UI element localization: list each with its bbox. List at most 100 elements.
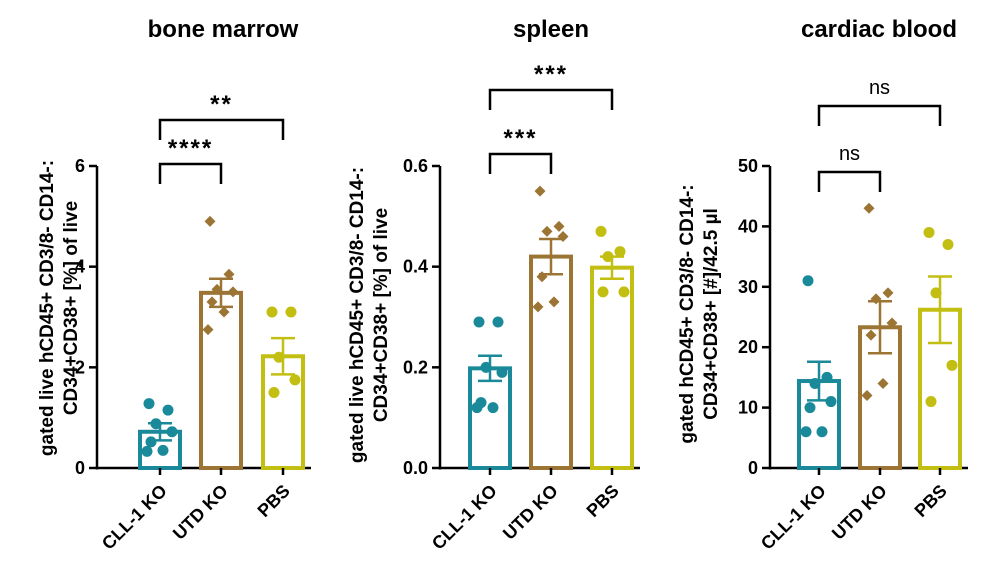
bar-utd-ko [199,290,243,470]
significance-label: *** [503,125,537,152]
data-point [473,316,485,328]
data-point [157,444,169,456]
data-point [532,301,544,313]
data-point [930,287,942,299]
data-point [487,402,499,414]
y-tick-label: 4 [75,257,85,277]
data-point [802,275,814,287]
y-tick-label: 0.6 [403,156,428,176]
data-point [602,251,614,263]
data-point [946,359,958,371]
y-axis-label-line-1: gated live hCD45+ CD3/8- CD14-: [37,160,58,456]
x-tick-label: CLL-1 KO [98,481,171,554]
data-point [595,225,607,237]
data-point [145,436,157,448]
data-point [223,268,235,280]
y-tick-label: 0.0 [403,458,428,478]
x-tick-label: PBS [254,481,294,521]
data-point [925,396,937,408]
y-tick-label: 0 [748,458,758,478]
y-axis-label-line-2: CD34+CD38+ [%] of live [371,208,392,422]
x-tick-label: UTD KO [828,481,891,544]
data-point [218,306,230,318]
data-point [809,377,821,389]
bar-utd-ko [529,254,573,470]
y-tick-label: 6 [75,156,85,176]
data-point [266,306,278,318]
data-point [870,293,882,305]
data-point [143,398,155,410]
data-point [285,306,297,318]
significance-label: ** [210,91,233,118]
panel-cardiac-blood: cardiac blood gated hCD45+ CD3/8- CD14-:… [677,16,968,554]
significance-bracket [158,118,285,140]
chart-title: spleen [513,16,589,43]
x-tick-label: PBS [911,481,951,521]
data-point [534,185,546,197]
y-tick-label: 0.2 [403,357,428,377]
data-point [825,396,837,408]
bar-pbs [590,265,634,470]
data-point [204,215,216,227]
y-tick-label: 2 [75,357,85,377]
data-point [821,371,833,383]
data-point [816,426,828,438]
data-point [166,426,178,438]
data-point [268,387,280,398]
significance-bracket [817,104,942,126]
data-point [553,220,565,232]
data-point [273,351,285,363]
significance-label: ns [869,77,890,99]
data-point [804,402,816,414]
x-tick-label: CLL-1 KO [757,481,830,554]
x-tick-label: CLL-1 KO [428,481,501,554]
data-point [141,445,153,457]
y-tick-label: 40 [738,216,758,236]
data-point [150,418,162,430]
panel-spleen: spleen gated live hCD45+ CD3/8- CD14-: C… [347,16,640,554]
data-point [202,324,214,336]
significance-bracket [158,162,223,184]
bar-cll-1-ko [468,366,512,470]
y-axis-label-line-2: CD34+CD38+ [%] of live [61,201,82,415]
y-axis-label-line-1: gated live hCD45+ CD3/8- CD14-: [347,167,368,463]
y-tick-label: 50 [738,156,758,176]
data-point [206,296,218,308]
data-point [548,296,560,308]
y-tick-label: 10 [738,398,758,418]
x-tick-label: UTD KO [499,481,562,544]
data-point [289,374,301,386]
y-axis-label-line-1: gated hCD45+ CD3/8- CD14-: [677,184,698,443]
significance-label: *** [534,61,568,88]
significance-bracket [488,88,614,110]
data-point [227,286,239,298]
data-point [800,426,812,438]
data-point [480,361,492,373]
data-point [492,316,504,328]
data-point [863,202,875,214]
data-point [886,317,898,329]
x-tick-label: UTD KO [169,481,232,544]
data-point [618,286,630,298]
chart-title: cardiac blood [801,16,957,43]
data-point [471,402,483,414]
data-point [882,287,894,299]
data-point [942,239,954,251]
x-tick-label: PBS [583,481,623,521]
data-point [536,271,548,283]
y-tick-label: 0 [75,458,85,478]
data-point [597,286,609,298]
significance-bracket [488,152,553,174]
panel-bone-marrow: bone marrow gated live hCD45+ CD3/8- CD1… [37,16,311,554]
data-point [541,225,553,237]
significance-label: ns [839,143,860,165]
data-point [211,283,223,295]
y-axis-label-line-2: CD34+CD38+ [#]/42.5 µl [701,208,722,420]
y-tick-label: 20 [738,337,758,357]
data-point [496,366,508,378]
data-point [162,404,174,416]
